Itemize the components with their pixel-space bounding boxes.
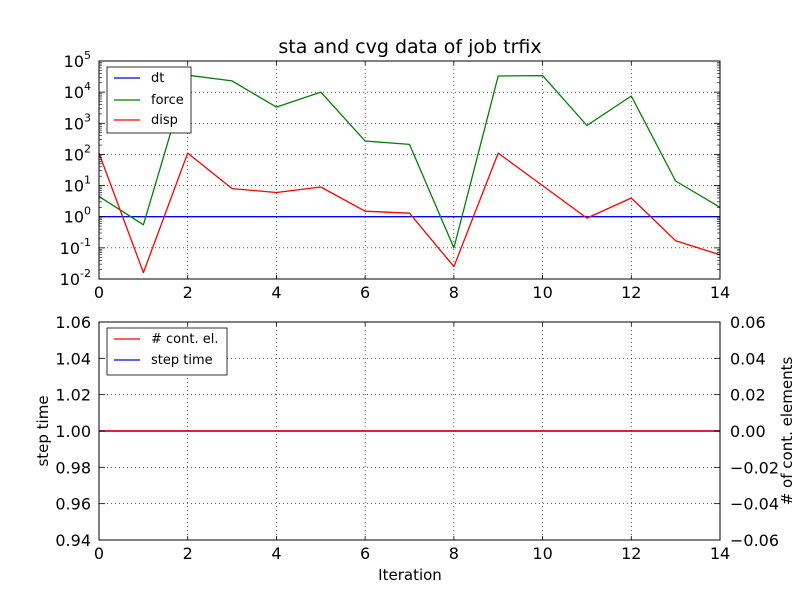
bottom-x-tick-label: 4 <box>271 544 281 563</box>
bottom-left-y-tick-label: 1.04 <box>55 349 91 368</box>
top-chart-title: sta and cvg data of job trfix <box>278 36 541 58</box>
top-y-tick-label: 101 <box>64 174 91 196</box>
bottom-left-y-tick-label: 1.06 <box>55 313 91 332</box>
top-chart-series <box>98 74 721 274</box>
top-chart-legend: dt force disp <box>106 66 192 134</box>
legend-label-cont-el: # cont. el. <box>151 332 218 347</box>
bottom-chart-left-y-tick-labels: 0.94 0.96 0.98 1.00 1.02 1.04 1.06 <box>55 313 91 550</box>
bottom-x-tick-label: 14 <box>710 544 730 563</box>
top-y-tick-label: 103 <box>64 111 91 133</box>
legend-label-dt: dt <box>151 71 164 86</box>
top-chart-frame <box>98 60 721 280</box>
bottom-x-tick-label: 0 <box>94 544 104 563</box>
series-line-force <box>98 74 721 249</box>
bottom-chart-legend: # cont. el. step time <box>106 327 228 376</box>
top-x-tick-label: 8 <box>449 283 459 302</box>
bottom-chart-right-y-tick-labels: −0.06 −0.04 −0.02 0.00 0.02 0.04 0.06 <box>730 313 779 550</box>
top-y-tick-label: 100 <box>64 205 91 227</box>
top-x-tick-label: 0 <box>94 283 104 302</box>
legend-label-force: force <box>151 93 184 108</box>
bottom-right-y-tick-label: 0.00 <box>730 422 766 441</box>
series-line-disp <box>98 152 721 274</box>
top-y-tick-label: 10-1 <box>60 236 91 258</box>
top-x-tick-label: 6 <box>360 283 370 302</box>
top-x-tick-label: 10 <box>532 283 552 302</box>
bottom-chart-x-tick-labels: 0 2 4 6 8 10 12 14 <box>94 544 730 563</box>
bottom-x-tick-label: 12 <box>621 544 641 563</box>
bottom-left-y-tick-label: 0.98 <box>55 458 91 477</box>
bottom-chart: 0 2 4 6 8 10 12 14 0.94 0.96 0.98 1.00 1.02 1.04 1.06… <box>34 313 796 584</box>
top-chart: sta and cvg data of job trfix 0 2 4 6 8 10 12 1… <box>60 36 731 302</box>
bottom-left-y-tick-label: 1.02 <box>55 386 91 405</box>
legend-label-disp: disp <box>151 113 178 128</box>
top-x-tick-label: 4 <box>271 283 281 302</box>
bottom-right-y-tick-label: 0.06 <box>730 313 766 332</box>
top-chart-y-tick-labels: 10-2 10-1 100 101 102 103 104 105 <box>60 49 91 289</box>
top-chart-ticks <box>98 60 721 280</box>
bottom-chart-ticks <box>98 321 721 541</box>
top-y-tick-label: 102 <box>64 142 91 164</box>
top-x-tick-label: 14 <box>710 283 730 302</box>
bottom-legend-box <box>106 327 228 376</box>
bottom-right-y-tick-label: −0.06 <box>730 531 779 550</box>
top-x-tick-label: 2 <box>183 283 193 302</box>
top-y-tick-label: 104 <box>64 80 91 102</box>
bottom-x-tick-label: 2 <box>183 544 193 563</box>
bottom-x-tick-label: 8 <box>449 544 459 563</box>
bottom-right-y-tick-label: 0.02 <box>730 386 766 405</box>
bottom-left-y-tick-label: 0.96 <box>55 495 91 514</box>
top-chart-x-tick-labels: 0 2 4 6 8 10 12 14 <box>94 283 730 302</box>
top-y-tick-label: 10-2 <box>60 267 91 289</box>
bottom-right-y-tick-label: −0.02 <box>730 458 779 477</box>
bottom-chart-right-y-axis-label: # of cont. elements <box>778 357 796 506</box>
top-y-tick-label: 105 <box>64 49 91 71</box>
bottom-right-y-tick-label: 0.04 <box>730 349 766 368</box>
bottom-left-y-tick-label: 0.94 <box>55 531 91 550</box>
bottom-right-y-tick-label: −0.04 <box>730 495 779 514</box>
bottom-chart-x-axis-label: Iteration <box>378 566 442 584</box>
bottom-x-tick-label: 10 <box>532 544 552 563</box>
bottom-chart-y-axis-label: step time <box>34 395 52 466</box>
bottom-left-y-tick-label: 1.00 <box>55 422 91 441</box>
bottom-x-tick-label: 6 <box>360 544 370 563</box>
top-x-tick-label: 12 <box>621 283 641 302</box>
legend-label-step-time: step time <box>151 353 213 368</box>
